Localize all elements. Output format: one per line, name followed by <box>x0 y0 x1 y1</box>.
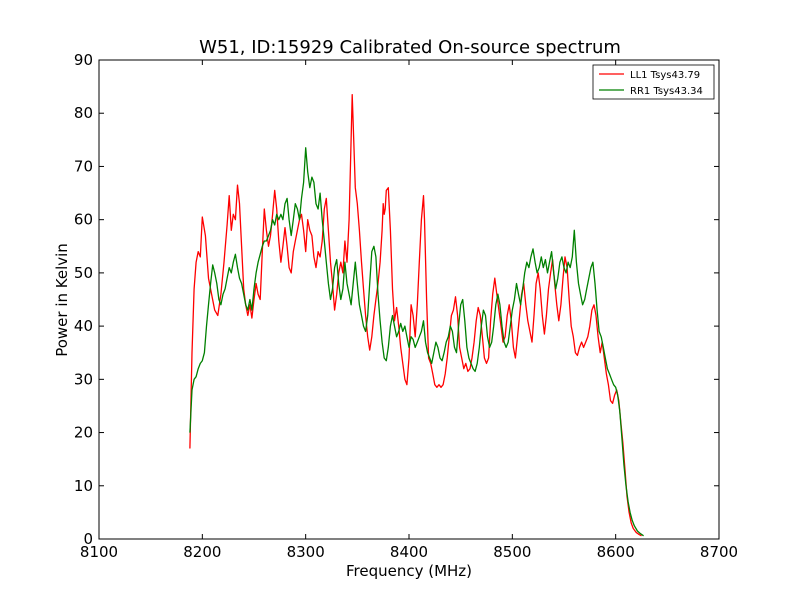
y-tick-label: 60 <box>74 211 93 229</box>
series-layer <box>189 93 644 537</box>
y-tick-label: 30 <box>74 370 93 388</box>
y-tick-label: 20 <box>74 424 93 442</box>
x-tick-label: 8400 <box>390 543 428 561</box>
x-tick-label: 8600 <box>597 543 635 561</box>
legend: LL1 Tsys43.79 RR1 Tsys43.34 <box>592 64 715 100</box>
x-tick-label: 8200 <box>183 543 221 561</box>
y-tick-label: 40 <box>74 317 93 335</box>
series-line-ll1 <box>189 93 642 537</box>
tick-layer: 8100 8200 8300 8400 8500 8600 8700 0 10 20 30 40 50 6… <box>74 51 738 561</box>
x-tick-label: 8700 <box>700 543 738 561</box>
y-tick-label: 80 <box>74 104 93 122</box>
y-tick-label: 70 <box>74 157 93 175</box>
chart-title: W51, ID:15929 Calibrated On-source spect… <box>199 37 621 58</box>
x-tick-label: 8500 <box>493 543 531 561</box>
y-tick-label: 0 <box>83 530 93 548</box>
plot-area <box>99 60 719 539</box>
y-tick-label: 50 <box>74 264 93 282</box>
legend-label-ll1: LL1 Tsys43.79 <box>630 70 700 81</box>
y-axis-label: Power in Kelvin <box>53 243 71 357</box>
series-line-rr1 <box>189 147 644 537</box>
y-tick-label: 10 <box>74 477 93 495</box>
y-tick-label: 90 <box>74 51 93 69</box>
x-tick-label: 8300 <box>287 543 325 561</box>
legend-box <box>592 64 715 100</box>
x-axis-label: Frequency (MHz) <box>346 562 472 580</box>
x-tick-label: 8100 <box>80 543 118 561</box>
legend-label-rr1: RR1 Tsys43.34 <box>630 86 703 97</box>
